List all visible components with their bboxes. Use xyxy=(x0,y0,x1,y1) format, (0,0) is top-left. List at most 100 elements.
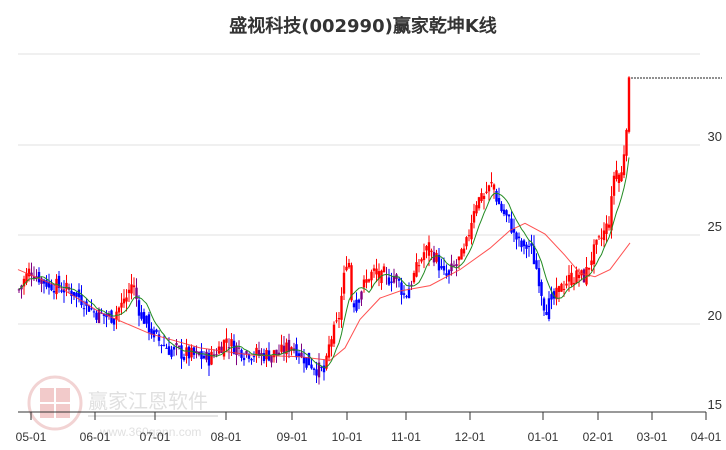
y-axis-labels: 30 25 20 15 xyxy=(708,129,722,412)
candle xyxy=(325,355,328,369)
candle xyxy=(522,240,526,247)
candle xyxy=(195,350,198,353)
candle xyxy=(145,315,148,324)
candle xyxy=(255,347,258,355)
candle xyxy=(405,296,408,298)
candle xyxy=(527,246,531,248)
candle xyxy=(397,278,401,281)
candle xyxy=(462,248,466,254)
candle xyxy=(492,184,496,190)
candle xyxy=(605,223,608,234)
candle xyxy=(355,299,358,311)
candle xyxy=(215,354,218,356)
candle xyxy=(360,291,363,300)
candle xyxy=(60,290,63,292)
candle xyxy=(542,298,546,311)
candle xyxy=(570,272,573,286)
candle xyxy=(122,298,126,304)
candle xyxy=(222,340,226,357)
candle xyxy=(57,275,61,289)
candle xyxy=(117,307,121,313)
candle xyxy=(322,365,326,373)
candle xyxy=(132,285,136,288)
candle xyxy=(510,218,513,233)
x-tick-label: 05-01 xyxy=(16,430,47,444)
x-tick-label: 02-01 xyxy=(583,430,614,444)
candle xyxy=(107,313,111,316)
candle xyxy=(545,311,548,315)
candle xyxy=(90,308,93,310)
candle xyxy=(350,265,353,301)
candle xyxy=(340,295,343,320)
candle xyxy=(525,244,528,249)
candle xyxy=(165,347,168,349)
candle xyxy=(290,347,293,351)
candle xyxy=(450,263,453,272)
candle xyxy=(22,278,26,287)
candle xyxy=(155,329,158,333)
candle xyxy=(77,289,81,298)
candle xyxy=(575,270,578,284)
candle xyxy=(447,270,451,276)
candle xyxy=(295,344,298,358)
candle xyxy=(472,211,476,223)
candle xyxy=(300,352,303,358)
candle xyxy=(205,351,208,360)
candle xyxy=(512,228,516,233)
candle xyxy=(92,311,96,313)
candle xyxy=(552,291,556,299)
candle xyxy=(370,271,373,281)
candle xyxy=(537,268,541,287)
x-tick-label: 01-01 xyxy=(528,430,559,444)
candle xyxy=(402,293,406,295)
candle xyxy=(535,260,538,269)
candle xyxy=(45,280,48,287)
candle xyxy=(342,272,346,294)
candle xyxy=(282,345,286,354)
candle xyxy=(617,174,621,184)
candle xyxy=(372,268,376,271)
candle xyxy=(455,264,458,267)
x-axis: 05-01 06-01 07-01 08-01 09-01 10-01 11-01 12-01… xyxy=(16,411,722,444)
candle xyxy=(612,175,616,196)
candle xyxy=(217,346,221,354)
watermark: 赢家江恩软件 www.360gann.com xyxy=(27,375,218,439)
candle xyxy=(437,254,441,271)
candle xyxy=(250,358,253,361)
candle xyxy=(252,356,256,358)
candle xyxy=(130,284,133,294)
candle xyxy=(135,287,138,300)
candle xyxy=(75,292,78,297)
candle xyxy=(42,279,46,284)
candle xyxy=(52,290,56,293)
candle xyxy=(505,210,508,216)
candle xyxy=(390,281,393,283)
candle xyxy=(382,266,386,273)
candle xyxy=(615,170,618,179)
candle xyxy=(457,256,461,261)
y-tick-25: 25 xyxy=(708,219,722,234)
candle xyxy=(620,172,623,182)
candle xyxy=(470,222,473,240)
candle xyxy=(315,369,318,376)
candle xyxy=(480,193,483,201)
x-tick-label: 06-01 xyxy=(80,430,111,444)
candle xyxy=(412,272,416,283)
candle xyxy=(435,253,438,262)
candle xyxy=(490,182,493,184)
watermark-url: www.360gann.com xyxy=(99,425,201,439)
candle xyxy=(597,236,601,238)
candle xyxy=(465,237,468,247)
candle xyxy=(235,345,238,355)
candle xyxy=(172,347,176,350)
candle xyxy=(230,339,233,347)
candle xyxy=(310,364,313,369)
candle xyxy=(297,353,301,357)
candle xyxy=(110,310,113,323)
candle xyxy=(500,203,503,212)
candle xyxy=(275,349,278,355)
candle xyxy=(602,230,606,241)
candle xyxy=(482,195,486,199)
x-tick-label: 12-01 xyxy=(455,430,486,444)
candle xyxy=(160,345,163,347)
